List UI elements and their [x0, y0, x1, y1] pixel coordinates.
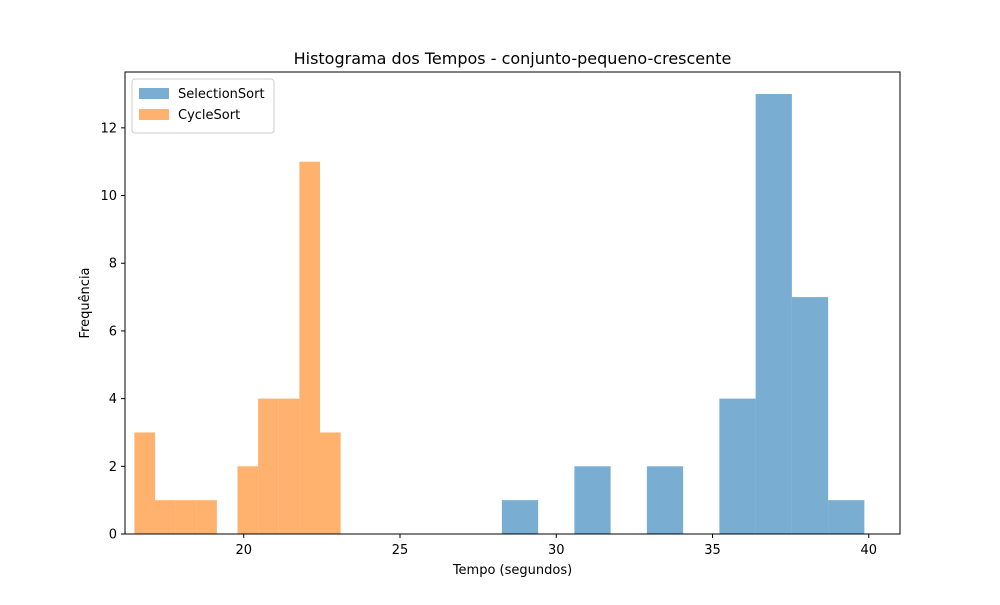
chart-title: Histograma dos Tempos - conjunto-pequeno…	[294, 49, 732, 68]
y-tick-label: 12	[100, 121, 117, 136]
bar-cyclesort-2	[175, 500, 197, 534]
bar-cyclesort-9	[320, 432, 341, 534]
legend-label-selectionsort: SelectionSort	[178, 87, 265, 102]
bar-cyclesort-1	[155, 500, 176, 534]
bar-selectionsort-0	[501, 500, 539, 534]
y-tick-label: 6	[109, 324, 117, 339]
y-tick-label: 10	[100, 189, 117, 204]
bar-selectionsort-6	[719, 398, 756, 534]
y-tick-label: 2	[109, 460, 117, 475]
x-tick-label: 35	[704, 543, 721, 558]
bar-cyclesort-0	[134, 432, 155, 534]
x-tick-label: 40	[860, 543, 877, 558]
x-tick-label: 20	[235, 543, 252, 558]
bar-cyclesort-5	[237, 466, 259, 534]
y-tick-label: 4	[109, 392, 117, 407]
legend-swatch-selectionsort	[139, 88, 169, 99]
series-cyclesort	[134, 161, 341, 534]
y-tick-label: 0	[109, 528, 117, 543]
y-axis-ticks: 0 2 4 6 8 10 12	[100, 121, 125, 543]
x-axis-label: Tempo (segundos)	[452, 563, 572, 578]
bar-cyclesort-3	[196, 500, 217, 534]
legend-swatch-cyclesort	[139, 109, 169, 120]
bar-cyclesort-6	[258, 398, 279, 534]
bar-selectionsort-4	[646, 466, 684, 534]
series-selectionsort	[501, 94, 865, 534]
legend-label-cyclesort: CycleSort	[178, 108, 240, 123]
bar-selectionsort-2	[574, 466, 611, 534]
bar-cyclesort-8	[299, 161, 320, 534]
y-axis-label: Frequência	[78, 267, 93, 338]
bar-selectionsort-7	[755, 94, 792, 534]
legend: SelectionSort CycleSort	[131, 78, 275, 134]
bar-selectionsort-8	[791, 297, 829, 534]
bar-cyclesort-7	[278, 398, 300, 534]
bar-selectionsort-9	[828, 500, 865, 534]
x-tick-label: 30	[548, 543, 565, 558]
y-tick-label: 8	[109, 257, 117, 272]
plot-frame	[124, 71, 901, 535]
x-axis-ticks: 20 25 30 35 40	[235, 534, 877, 558]
x-tick-label: 25	[392, 543, 409, 558]
bars-layer	[134, 94, 865, 534]
